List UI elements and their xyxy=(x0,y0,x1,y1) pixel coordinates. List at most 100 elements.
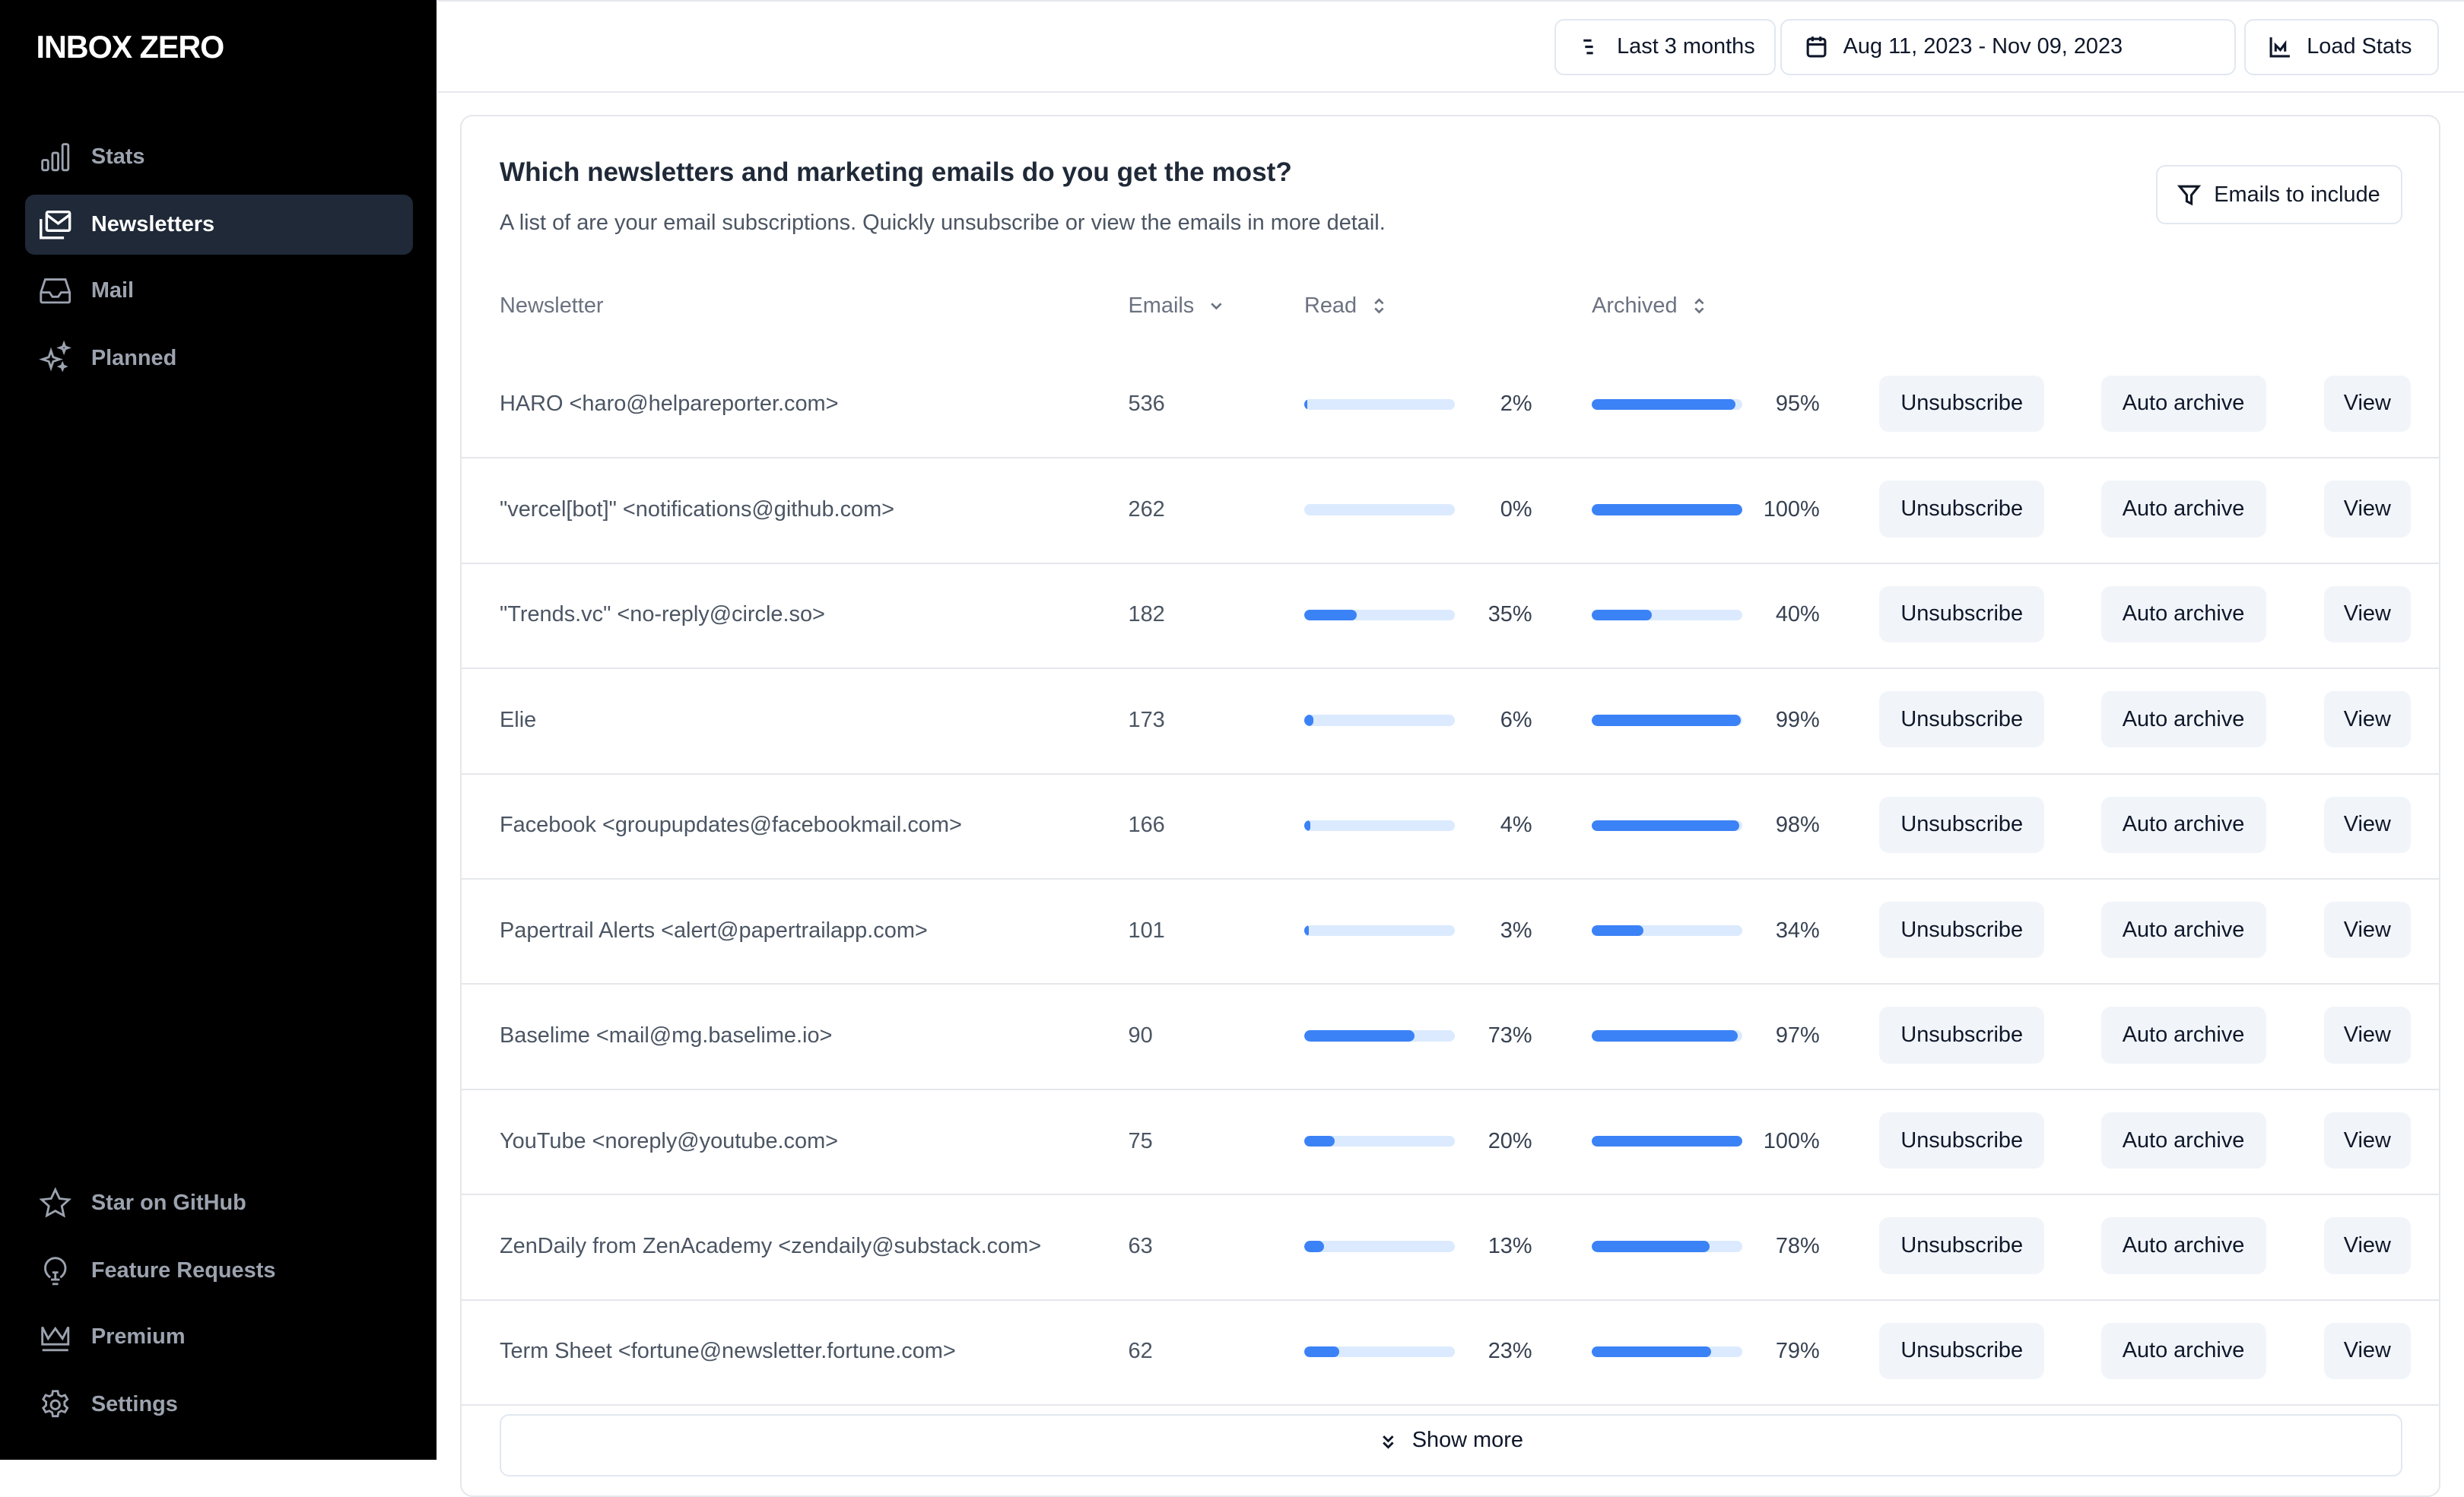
auto-archive-button[interactable]: Auto archive xyxy=(2100,1217,2266,1274)
auto-archive-button[interactable]: Auto archive xyxy=(2100,691,2266,748)
unsubscribe-button[interactable]: Unsubscribe xyxy=(1879,480,2045,538)
line-chart-icon xyxy=(2269,37,2290,58)
email-count: 166 xyxy=(1128,813,1165,838)
sidebar-item-stats[interactable]: Stats xyxy=(25,127,413,187)
archived-progress-bar xyxy=(1592,1241,1743,1252)
email-count: 262 xyxy=(1128,496,1165,522)
lightbulb-icon xyxy=(43,1257,66,1286)
table-row: Papertrail Alerts <alert@papertrailapp.c… xyxy=(462,878,2439,985)
sort-lines-icon xyxy=(1583,40,1594,55)
table-row: Elie 173 6% 99% Unsubscribe Auto archive… xyxy=(462,668,2439,775)
sidebar-item-feature-requests[interactable]: Feature Requests xyxy=(25,1241,413,1301)
column-header-archived[interactable]: Archived xyxy=(1592,293,1709,319)
sort-icon xyxy=(1373,298,1384,314)
auto-archive-button[interactable]: Auto archive xyxy=(2100,796,2266,853)
date-range-picker[interactable]: Aug 11, 2023 - Nov 09, 2023 xyxy=(1780,18,2237,76)
unsubscribe-button[interactable]: Unsubscribe xyxy=(1879,1322,2045,1380)
view-button[interactable]: View xyxy=(2323,480,2411,538)
calendar-icon xyxy=(1806,36,1827,58)
view-button[interactable]: View xyxy=(2323,796,2411,853)
view-button[interactable]: View xyxy=(2323,375,2411,433)
sidebar-item-settings[interactable]: Settings xyxy=(25,1375,413,1435)
read-progress-fill xyxy=(1303,609,1357,621)
unsubscribe-button[interactable]: Unsubscribe xyxy=(1879,796,2045,853)
read-progress-bar xyxy=(1303,504,1456,515)
column-label: Read xyxy=(1303,293,1357,319)
load-stats-button[interactable]: Load Stats xyxy=(2243,18,2439,76)
archived-progress-bar xyxy=(1592,398,1743,411)
unsubscribe-button[interactable]: Unsubscribe xyxy=(1879,375,2045,433)
column-header-read[interactable]: Read xyxy=(1304,293,1388,319)
email-count: 90 xyxy=(1128,1023,1153,1048)
unsubscribe-button[interactable]: Unsubscribe xyxy=(1879,1112,2045,1169)
read-percent: 3% xyxy=(1500,918,1532,943)
view-button[interactable]: View xyxy=(2323,901,2411,959)
column-header-emails[interactable]: Emails xyxy=(1129,293,1226,319)
auto-archive-button[interactable]: Auto archive xyxy=(2100,1007,2266,1064)
auto-archive-button[interactable]: Auto archive xyxy=(2100,901,2266,959)
sidebar-item-star-on-github[interactable]: Star on GitHub xyxy=(25,1174,413,1234)
archived-percent: 100% xyxy=(1763,496,1820,522)
table-row: HARO <haro@helpareporter.com> 536 2% 95%… xyxy=(462,352,2439,459)
archived-progress-fill xyxy=(1592,609,1653,621)
auto-archive-button[interactable]: Auto archive xyxy=(2100,375,2266,433)
sidebar-item-label: Feature Requests xyxy=(90,1258,276,1283)
newsletter-name: Elie xyxy=(500,707,537,732)
column-label: Archived xyxy=(1592,293,1678,319)
archived-percent: 40% xyxy=(1775,602,1820,627)
view-button[interactable]: View xyxy=(2323,1322,2411,1380)
unsubscribe-button[interactable]: Unsubscribe xyxy=(1879,901,2045,959)
unsubscribe-button[interactable]: Unsubscribe xyxy=(1879,585,2045,643)
read-progress-fill xyxy=(1303,925,1309,937)
sidebar-item-mail[interactable]: Mail xyxy=(25,261,413,321)
auto-archive-button[interactable]: Auto archive xyxy=(2100,1322,2266,1380)
archived-progress-fill xyxy=(1592,504,1743,515)
view-button[interactable]: View xyxy=(2323,1217,2411,1274)
read-percent: 4% xyxy=(1500,813,1532,838)
view-button[interactable]: View xyxy=(2323,691,2411,748)
auto-archive-button[interactable]: Auto archive xyxy=(2100,585,2266,643)
sidebar-item-newsletters[interactable]: Newsletters xyxy=(25,195,414,255)
show-more-button[interactable]: Show more xyxy=(500,1413,2403,1477)
read-progress-bar xyxy=(1303,925,1456,937)
email-count: 101 xyxy=(1128,918,1165,943)
newsletter-name: Papertrail Alerts <alert@papertrailapp.c… xyxy=(500,918,928,943)
unsubscribe-button[interactable]: Unsubscribe xyxy=(1879,1217,2045,1274)
email-count: 75 xyxy=(1128,1128,1153,1153)
archived-progress-fill xyxy=(1592,1135,1743,1147)
archived-progress-fill xyxy=(1592,925,1643,937)
view-button[interactable]: View xyxy=(2323,585,2411,643)
archived-progress-fill xyxy=(1592,1030,1738,1042)
date-range-label: Aug 11, 2023 - Nov 09, 2023 xyxy=(1843,34,2123,59)
load-stats-label: Load Stats xyxy=(2307,34,2412,59)
email-count: 63 xyxy=(1128,1234,1153,1259)
sidebar-item-planned[interactable]: Planned xyxy=(25,328,413,389)
column-label: Newsletter xyxy=(500,293,604,319)
newsletter-name: ZenDaily from ZenAcademy <zendaily@subst… xyxy=(500,1234,1042,1259)
sidebar-item-label: Star on GitHub xyxy=(90,1191,246,1216)
chevron-down-icon xyxy=(1211,303,1222,310)
chevrons-down-icon xyxy=(1383,1435,1394,1449)
read-progress-fill xyxy=(1303,1346,1339,1358)
archived-percent: 100% xyxy=(1763,1128,1820,1153)
emails-to-include-button[interactable]: Emails to include xyxy=(2155,164,2403,225)
read-percent: 73% xyxy=(1488,1023,1532,1048)
archived-progress-bar xyxy=(1592,715,1743,726)
email-count: 536 xyxy=(1128,392,1165,417)
unsubscribe-button[interactable]: Unsubscribe xyxy=(1879,691,2045,748)
view-button[interactable]: View xyxy=(2323,1112,2411,1169)
read-percent: 13% xyxy=(1488,1234,1532,1259)
unsubscribe-button[interactable]: Unsubscribe xyxy=(1879,1007,2045,1064)
filter-icon xyxy=(2177,185,2201,205)
newsletter-name: Facebook <groupupdates@facebookmail.com> xyxy=(500,813,962,838)
sidebar-item-premium[interactable]: Premium xyxy=(25,1307,413,1367)
sidebar-item-label: Mail xyxy=(90,278,135,303)
auto-archive-button[interactable]: Auto archive xyxy=(2100,1112,2266,1169)
auto-archive-button[interactable]: Auto archive xyxy=(2100,480,2266,538)
table-row: ZenDaily from ZenAcademy <zendaily@subst… xyxy=(462,1194,2439,1301)
view-button[interactable]: View xyxy=(2323,1007,2411,1064)
email-count: 62 xyxy=(1128,1339,1153,1364)
sort-icon xyxy=(1694,298,1704,314)
archived-percent: 34% xyxy=(1775,918,1820,943)
period-select[interactable]: Last 3 months xyxy=(1554,18,1776,76)
